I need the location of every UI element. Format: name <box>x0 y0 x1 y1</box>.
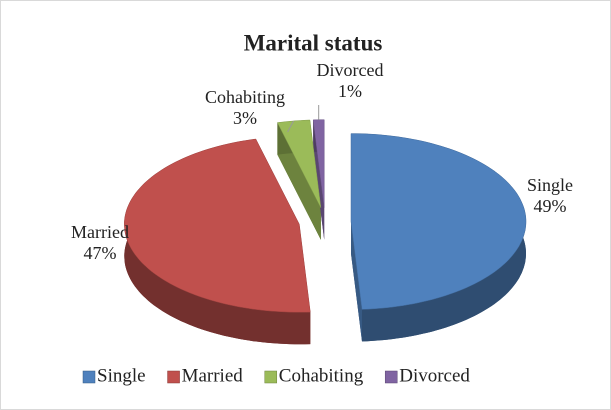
data-label-name: Married <box>71 222 129 242</box>
chart-title: Marital status <box>244 30 383 55</box>
data-label-value: 3% <box>233 108 257 128</box>
legend-label: Cohabiting <box>279 365 364 386</box>
data-label-name: Divorced <box>317 60 384 80</box>
data-label-name: Cohabiting <box>205 87 285 107</box>
pie-slice <box>350 133 527 310</box>
data-label-value: 1% <box>338 81 362 101</box>
legend-label: Divorced <box>399 365 470 386</box>
legend-swatch <box>264 370 278 384</box>
legend-swatch <box>82 370 96 384</box>
pie-slice <box>124 138 311 313</box>
legend-swatch <box>384 370 398 384</box>
legend-label: Single <box>97 365 146 386</box>
slice-cut-face <box>351 221 362 342</box>
data-label-value: 49% <box>534 196 567 216</box>
data-label-value: 47% <box>84 243 117 263</box>
data-label-name: Single <box>527 175 573 195</box>
legend-swatch <box>167 370 180 384</box>
leader-line <box>287 120 294 133</box>
legend-label: Married <box>182 365 244 386</box>
